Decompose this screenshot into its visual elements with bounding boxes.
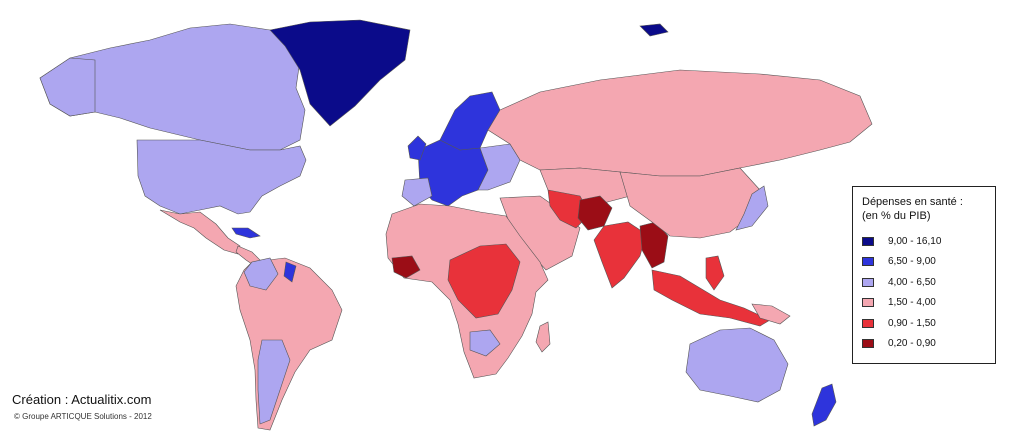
region-guyana — [283, 261, 297, 283]
region-mexico — [159, 209, 241, 255]
region-southeast-asia — [651, 269, 771, 327]
legend-row: 0,20 - 0,90 — [862, 334, 987, 355]
legend-row: 6,50 - 9,00 — [862, 252, 987, 273]
region-southern-africa — [469, 329, 501, 357]
region-iberia — [401, 177, 433, 207]
legend-title: Dépenses en santé : (en % du PIB) — [862, 195, 987, 223]
region-uk — [407, 135, 427, 161]
legend-row: 9,00 - 16,10 — [862, 231, 987, 252]
legend-swatch — [862, 277, 874, 287]
copyright-text: © Groupe ARTICQUE Solutions - 2012 — [14, 412, 152, 421]
legend-swatch — [862, 318, 874, 328]
legend-swatch — [862, 339, 874, 349]
region-japan — [735, 185, 769, 231]
credit-text: Création : Actualitix.com — [12, 392, 152, 407]
region-argentina — [257, 339, 291, 425]
region-scandinavia — [439, 91, 501, 151]
legend-label: 6,50 - 9,00 — [888, 256, 936, 268]
legend-title-line2: (en % du PIB) — [862, 210, 931, 222]
region-west-africa — [391, 255, 421, 279]
region-australia — [685, 327, 789, 403]
region-russia — [487, 69, 873, 177]
region-canada — [39, 23, 306, 151]
legend-row: 1,50 - 4,00 — [862, 293, 987, 314]
region-colombia — [243, 257, 279, 291]
region-alaska — [39, 57, 96, 117]
legend-swatch — [862, 236, 874, 246]
legend-swatch — [862, 257, 874, 267]
legend-label: 0,20 - 0,90 — [888, 338, 936, 350]
legend-label: 4,00 - 6,50 — [888, 276, 936, 288]
region-philippines — [705, 255, 725, 291]
legend-label: 0,90 - 1,50 — [888, 317, 936, 329]
legend-swatch — [862, 298, 874, 308]
region-new-guinea — [751, 303, 791, 325]
region-cuba — [231, 227, 261, 239]
legend: Dépenses en santé : (en % du PIB) 9,00 -… — [852, 186, 996, 364]
region-madagascar — [535, 321, 551, 353]
legend-label: 9,00 - 16,10 — [888, 235, 942, 247]
legend-row: 4,00 - 6,50 — [862, 272, 987, 293]
legend-title-line1: Dépenses en santé : — [862, 196, 963, 208]
region-greenland — [269, 19, 411, 127]
region-united-states — [136, 139, 307, 215]
legend-row: 0,90 - 1,50 — [862, 313, 987, 334]
region-india — [593, 221, 647, 289]
region-antarctic-islands — [639, 23, 669, 37]
region-new-zealand — [811, 383, 837, 427]
region-central-africa — [447, 243, 521, 319]
legend-label: 1,50 - 4,00 — [888, 297, 936, 309]
